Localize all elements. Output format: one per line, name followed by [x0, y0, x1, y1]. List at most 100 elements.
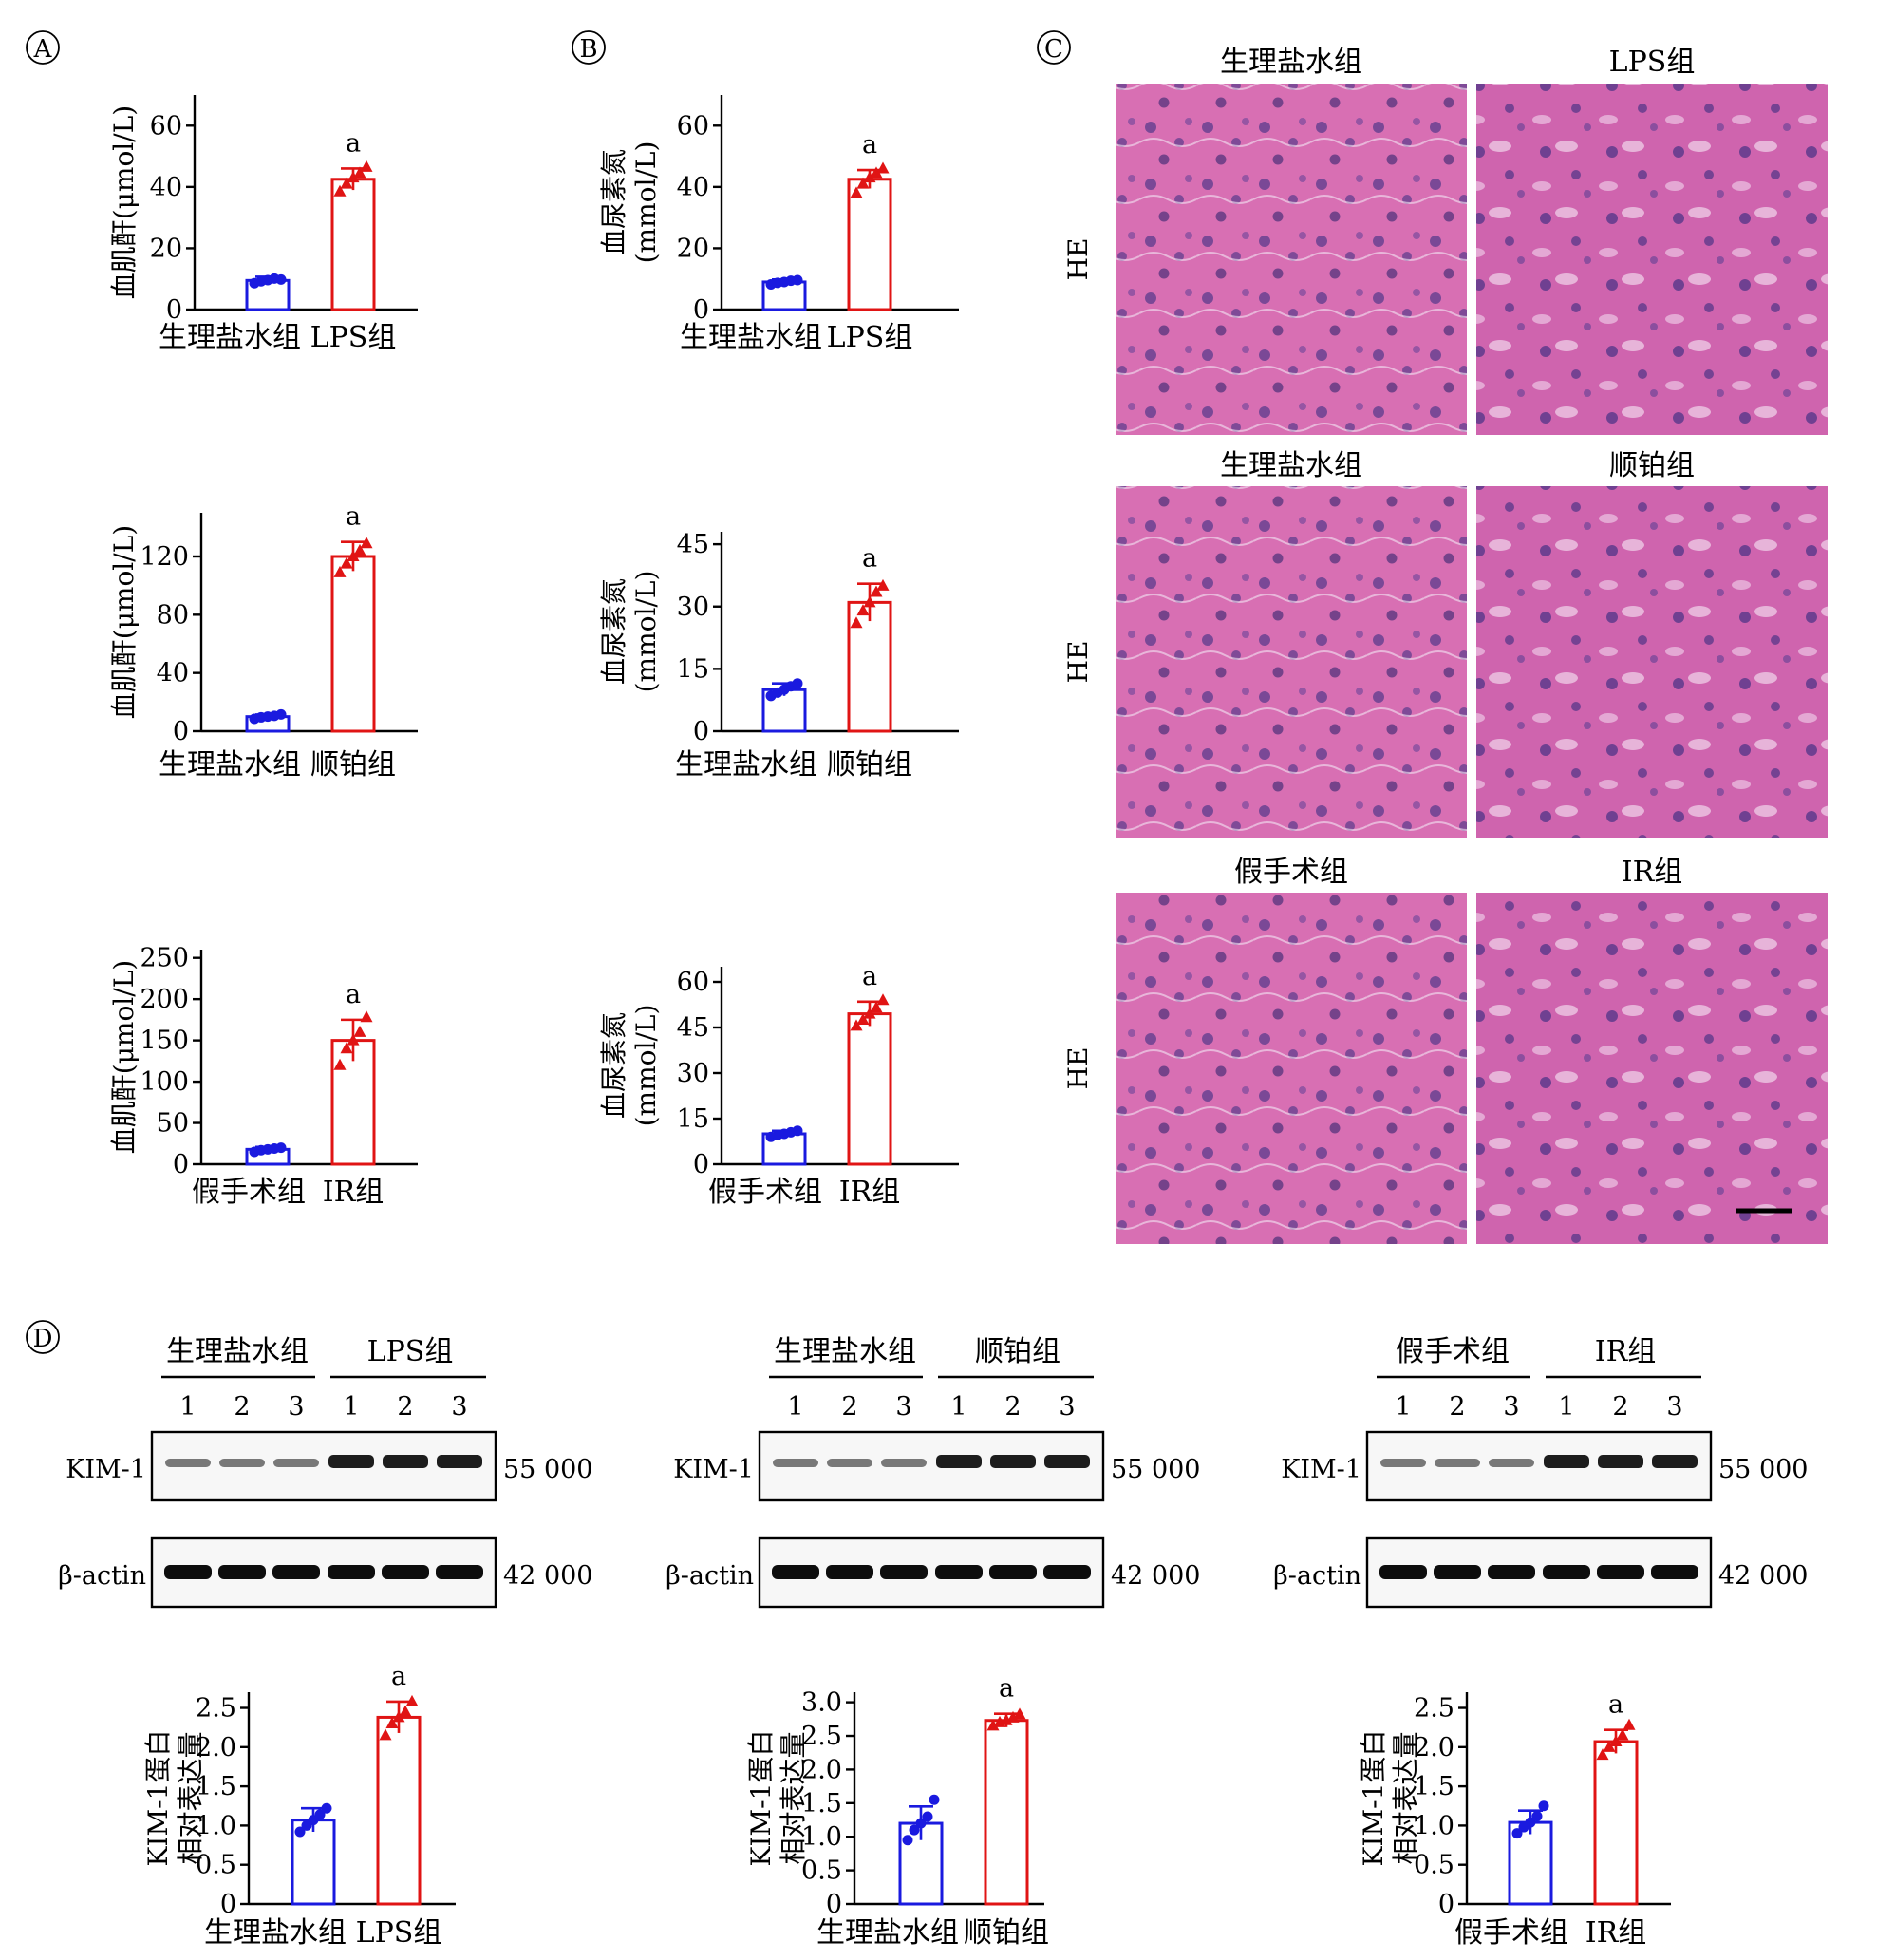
data-point	[347, 1033, 360, 1046]
y-tick-label: 0	[693, 1150, 709, 1179]
panel-letter-D: D	[26, 1320, 60, 1354]
he-image-right	[1476, 84, 1828, 435]
lane-number: 3	[288, 1392, 304, 1422]
actin-label: β-actin	[1273, 1561, 1361, 1591]
data-point	[863, 171, 876, 183]
data-point	[405, 1694, 419, 1706]
he-label-right: IR组	[1622, 856, 1682, 889]
kim1-band	[219, 1459, 265, 1467]
actin-band	[1379, 1565, 1427, 1579]
y-tick-label: 1.5	[196, 1772, 236, 1801]
y-axis-label: 血尿素氮 (mmol/L)	[598, 1005, 662, 1127]
x-category-label: 顺铂组	[310, 748, 396, 782]
lane-number: 3	[451, 1392, 467, 1422]
y-axis-label-line1: 血尿素氮	[598, 578, 629, 685]
y-tick-label: 1.0	[1414, 1811, 1454, 1840]
data-point	[922, 1811, 933, 1822]
kim1-band	[328, 1455, 374, 1468]
x-category-label: LPS组	[827, 321, 913, 354]
data-point	[863, 1007, 876, 1019]
y-tick-label: 50	[157, 1109, 189, 1139]
y-tick-label: 1.5	[1414, 1772, 1454, 1801]
data-point	[915, 1818, 927, 1829]
lane-number: 1	[1558, 1392, 1574, 1422]
data-point	[392, 1710, 405, 1723]
actin-band	[1651, 1565, 1698, 1579]
data-point	[321, 1802, 332, 1814]
x-category-label: 生理盐水组	[159, 748, 301, 782]
y-tick-label: 1.0	[801, 1822, 842, 1852]
data-point	[1511, 1828, 1523, 1839]
data-point	[353, 166, 366, 179]
significance-mark: a	[346, 980, 361, 1009]
data-point	[792, 678, 803, 689]
y-tick-label: 15	[677, 654, 709, 684]
y-tick-label: 30	[677, 1059, 709, 1088]
y-tick-label: 0	[173, 1150, 189, 1179]
lane-number: 2	[841, 1392, 857, 1422]
he-side-label: HE	[1062, 238, 1094, 281]
significance-mark: a	[346, 128, 361, 158]
y-tick-label: 40	[677, 173, 709, 202]
y-axis-label: 血尿素氮 (mmol/L)	[598, 571, 662, 693]
bun-chart-3: 0 15 30 45 60 血尿素氮 (mmol/L) 假手术组 IR组 a	[598, 962, 959, 1209]
bar-model	[847, 1012, 892, 1166]
y-tick-label: 3.0	[801, 1688, 842, 1718]
kim1-band	[990, 1455, 1036, 1468]
western-blot-2: 生理盐水组 顺铂组 1 2 3 1 2 3 KIM-1 β-actin 55 000 42 000	[666, 1335, 1200, 1609]
y-axis-label-line2: (mmol/L)	[630, 1005, 662, 1127]
lane-number: 3	[1503, 1392, 1519, 1422]
kim1-band	[1435, 1459, 1480, 1467]
he-side-label-text: HE	[1062, 238, 1094, 281]
data-point	[856, 604, 870, 616]
y-tick-label: 30	[677, 593, 709, 622]
panel-letter-text: D	[33, 1325, 53, 1353]
data-point	[360, 1010, 373, 1023]
y-tick-label: 0.5	[1414, 1851, 1454, 1880]
western-blot-1: 生理盐水组 LPS组 1 2 3 1 2 3 KIM-1 β-actin 55 000 42 000	[58, 1335, 592, 1609]
panel-letter-B: B	[572, 30, 606, 65]
data-point	[870, 585, 883, 597]
data-point	[876, 161, 890, 174]
he-image-left	[1116, 486, 1467, 838]
data-point	[347, 171, 360, 183]
he-row-3: 假手术组 IR组 HE	[1062, 856, 1828, 1244]
kim1-band	[165, 1459, 211, 1467]
panel-letter-text: B	[579, 35, 597, 64]
data-point	[1596, 1748, 1609, 1761]
actin-mw: 42 000	[1111, 1561, 1200, 1591]
bar-model	[330, 555, 376, 733]
x-category-label: 生理盐水组	[680, 321, 822, 354]
he-row-2: 生理盐水组 顺铂组 HE	[1062, 449, 1828, 838]
x-category-label: 顺铂组	[964, 1916, 1049, 1950]
blot-group-label-1: 生理盐水组	[774, 1335, 916, 1368]
significance-mark: a	[862, 544, 877, 574]
y-tick-label: 2.5	[196, 1694, 236, 1724]
y-tick-label: 0.5	[196, 1851, 236, 1880]
actin-label: β-actin	[58, 1561, 146, 1591]
actin-band	[935, 1565, 983, 1579]
y-tick-label: 200	[140, 985, 189, 1014]
kim1-label: KIM-1	[66, 1455, 146, 1484]
significance-mark: a	[346, 502, 361, 532]
y-tick-label: 20	[677, 234, 709, 263]
x-category-label: LPS组	[310, 321, 397, 354]
y-axis-label-line1: KIM-1蛋白	[142, 1730, 174, 1867]
panel-letter-C: C	[1037, 30, 1071, 65]
y-tick-label: 60	[150, 111, 182, 141]
actin-band	[328, 1565, 375, 1579]
data-point	[856, 177, 870, 189]
actin-band	[1043, 1565, 1091, 1579]
data-point	[929, 1794, 940, 1805]
data-point	[870, 166, 883, 179]
kim1-mw: 55 000	[1718, 1455, 1808, 1484]
kim1-band	[437, 1455, 482, 1468]
lane-number: 2	[397, 1392, 413, 1422]
y-axis-label-text: 血肌酐(μmol/L)	[108, 525, 140, 719]
significance-mark: a	[1608, 1690, 1623, 1720]
y-axis-label-line2: (mmol/L)	[630, 141, 662, 264]
actin-band	[382, 1565, 429, 1579]
he-side-label: HE	[1062, 1047, 1094, 1090]
